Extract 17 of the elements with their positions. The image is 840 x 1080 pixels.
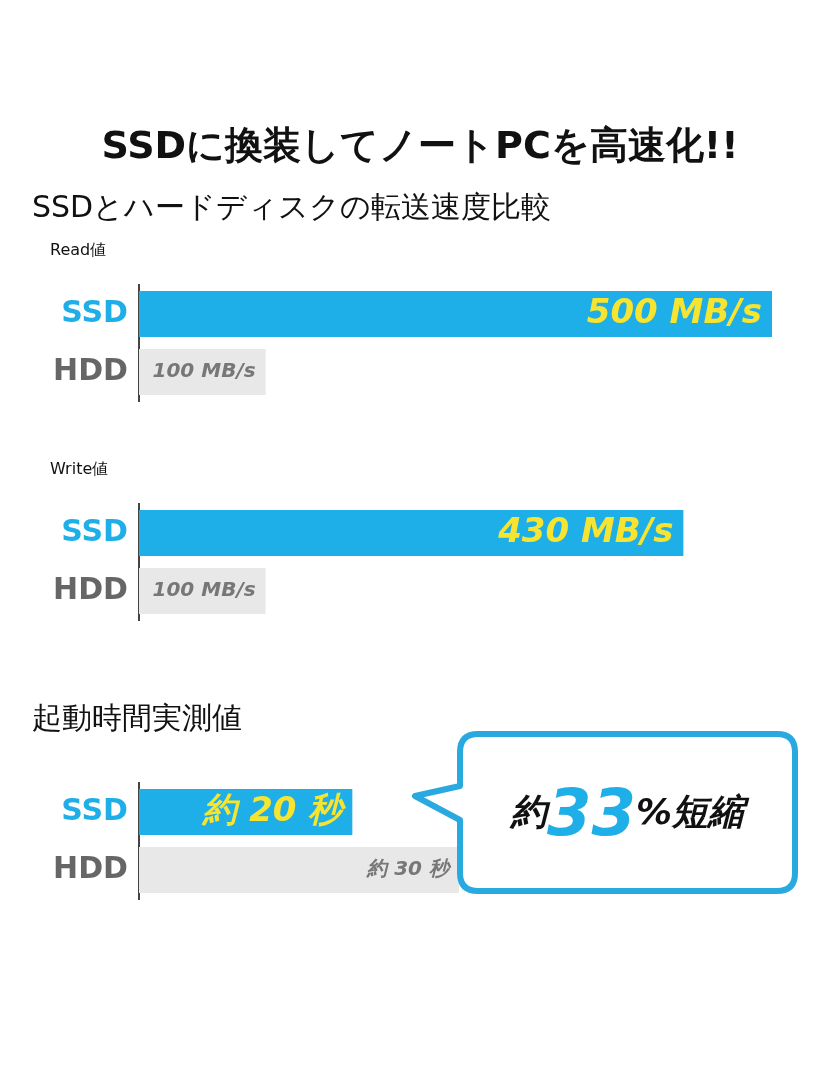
data-label: 430 MB/s bbox=[497, 509, 674, 550]
y-tick-label: HDD bbox=[53, 570, 128, 606]
data-label: 100 MB/s bbox=[152, 577, 256, 602]
y-tick-label: SSD bbox=[61, 791, 128, 827]
data-label: 500 MB/s bbox=[586, 290, 762, 331]
y-axis-title: Read値 bbox=[49, 240, 108, 260]
data-label: 約 20 秒 bbox=[201, 788, 347, 829]
chart-title: SSDに換装してノートPCを高速化!! bbox=[100, 122, 740, 169]
y-tick-label: HDD bbox=[53, 849, 128, 885]
data-label: 約 30 秒 bbox=[366, 856, 452, 881]
y-tick-label: HDD bbox=[53, 351, 128, 387]
y-axis-title: Write値 bbox=[49, 459, 110, 479]
y-tick-label: SSD bbox=[61, 293, 128, 329]
chart-subtitle: 起動時間実測値 bbox=[31, 699, 243, 737]
chart-subtitle: SSDとハードディスクの転送速度比較 bbox=[31, 188, 553, 226]
data-label: 100 MB/s bbox=[152, 358, 256, 383]
y-tick-label: SSD bbox=[61, 512, 128, 548]
